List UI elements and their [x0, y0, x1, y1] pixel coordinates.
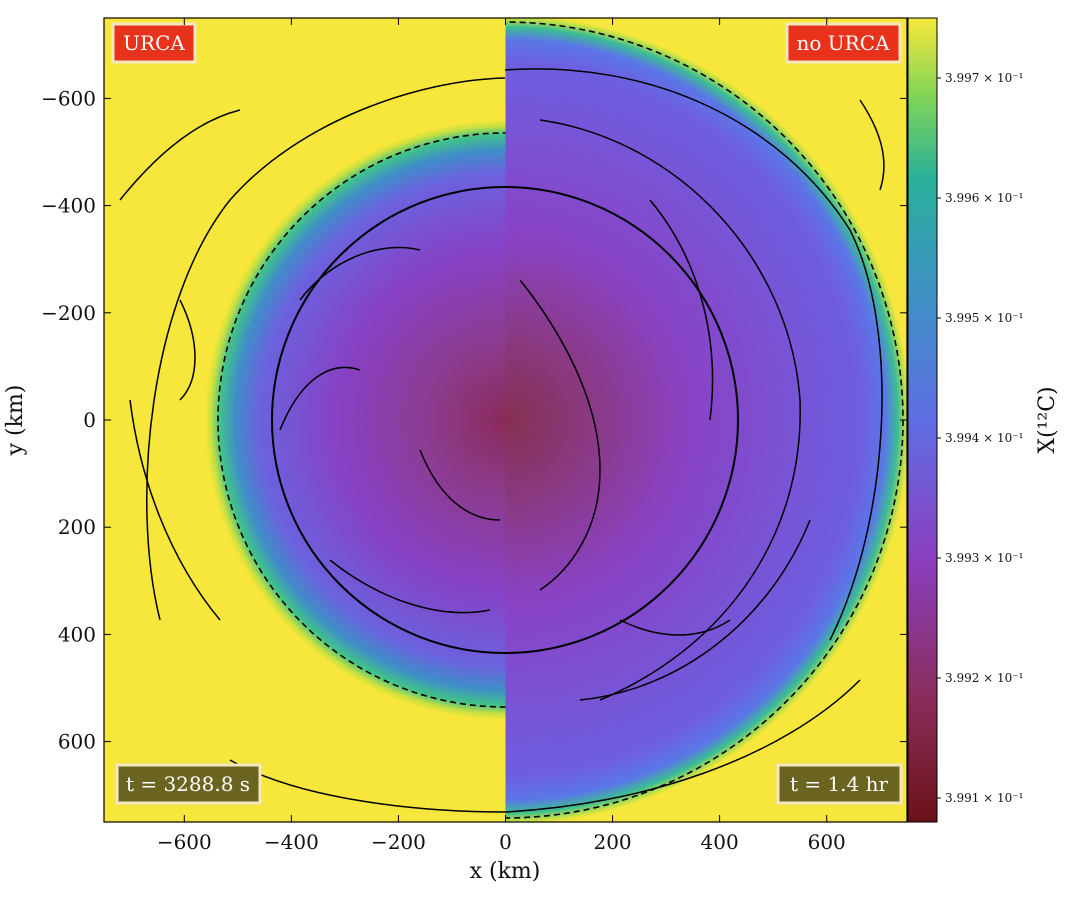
time-box: [776, 763, 903, 805]
field-image: [104, 18, 907, 822]
panel-labels: URCA no URCA t = 3288.8 s t = 1.4 hr: [111, 22, 903, 805]
colorbar-tick-label: 3.991 × 10⁻¹: [945, 791, 1023, 805]
y-tick-label: 0: [83, 408, 96, 432]
y-tick-label: −200: [41, 301, 96, 325]
label-box: [785, 22, 902, 64]
colorbar-tick-label: 3.994 × 10⁻¹: [945, 431, 1023, 445]
x-tick-label: −400: [264, 830, 319, 854]
colorbar-tick-label: 3.992 × 10⁻¹: [945, 671, 1023, 685]
y-tick-label: −400: [41, 194, 96, 218]
colorbar-tick-label: 3.997 × 10⁻¹: [945, 71, 1023, 85]
label-box: [111, 22, 197, 64]
colorbar-tick-label: 3.995 × 10⁻¹: [945, 311, 1023, 325]
colorbar: [907, 17, 938, 823]
y-tick-label: 400: [58, 622, 96, 646]
y-axis-label: y (km): [3, 385, 28, 457]
x-tick-label: 600: [808, 830, 846, 854]
y-tick-label: −600: [41, 86, 96, 110]
x-tick-label: −200: [371, 830, 426, 854]
colorbar-tick-label: 3.996 × 10⁻¹: [945, 191, 1023, 205]
x-tick-label: −600: [157, 830, 212, 854]
x-axis-label: x (km): [470, 859, 541, 884]
panel-label: URCA: [123, 31, 185, 55]
y-tick-label: 600: [58, 730, 96, 754]
x-tick-label: 0: [499, 830, 512, 854]
panel-label: no URCA: [797, 31, 890, 55]
time-label: t = 3288.8 s: [126, 772, 250, 796]
x-tick-label: 200: [593, 830, 631, 854]
y-tick-label: 200: [58, 515, 96, 539]
x-tick-label: 400: [701, 830, 739, 854]
colorbar-tick-label: 3.993 × 10⁻¹: [945, 551, 1023, 565]
streamlines: [119, 68, 885, 813]
time-box: [115, 763, 262, 805]
colorbar-label: X(¹²C): [1035, 386, 1060, 453]
time-label: t = 1.4 hr: [790, 772, 889, 796]
